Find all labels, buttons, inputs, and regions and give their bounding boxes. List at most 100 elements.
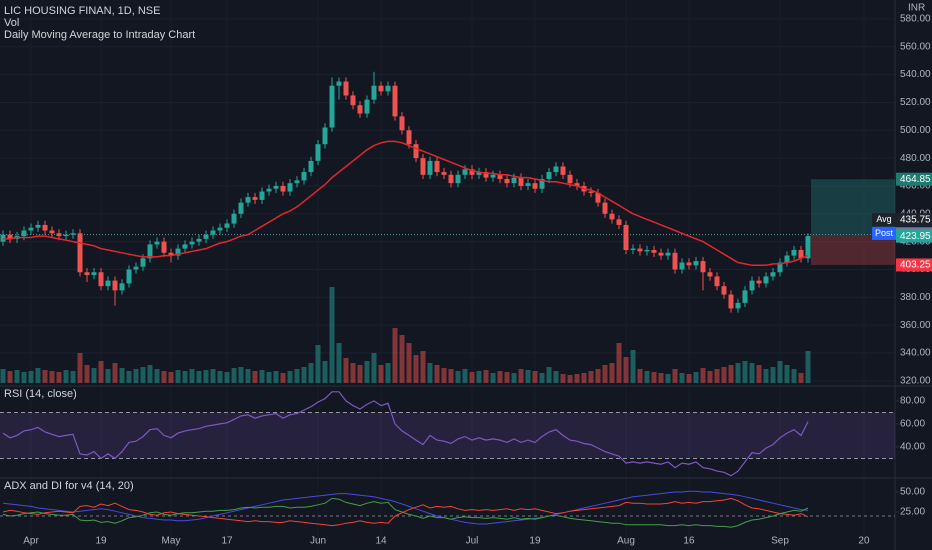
volume-bar xyxy=(413,355,419,383)
x-tick-label: 19 xyxy=(95,536,107,547)
adx-tick-label: 50.00 xyxy=(900,487,925,498)
candle-body xyxy=(742,290,748,303)
y-tick-label: 560.00 xyxy=(900,41,931,52)
candle-body xyxy=(714,276,720,287)
volume-bar xyxy=(490,373,496,383)
candle-body xyxy=(371,85,377,100)
candle-body xyxy=(721,286,727,295)
volume-bar xyxy=(735,363,741,383)
volume-bar xyxy=(700,368,706,383)
volume-bar xyxy=(161,371,167,383)
volume-bar xyxy=(497,371,503,383)
candle-body xyxy=(490,174,496,178)
candle-body xyxy=(350,95,356,106)
candle-body xyxy=(189,241,195,245)
x-tick-label: 17 xyxy=(221,536,233,547)
rsi-band xyxy=(0,412,895,459)
price-marker-bg xyxy=(896,172,932,186)
candle-body xyxy=(735,302,741,309)
volume-bar xyxy=(805,351,811,383)
candle-body xyxy=(245,197,251,203)
volume-bar xyxy=(105,369,111,383)
price-marker-label: 435.75 xyxy=(900,214,931,225)
candle-body xyxy=(287,183,293,192)
volume-bar xyxy=(511,373,517,383)
candle-body xyxy=(161,241,167,253)
volume-bar xyxy=(560,374,566,383)
price-marker-name-bg xyxy=(872,226,896,240)
y-tick-label: 520.00 xyxy=(900,97,931,108)
candle-body xyxy=(28,227,34,231)
volume-bar xyxy=(147,365,153,383)
volume-bar xyxy=(294,369,300,383)
volume-bar xyxy=(434,365,440,383)
volume-bar xyxy=(266,372,272,383)
candle-body xyxy=(476,172,482,175)
volume-bar xyxy=(329,287,335,383)
candle-body xyxy=(756,280,762,284)
candle-body xyxy=(49,230,55,234)
volume-bar xyxy=(49,371,55,383)
volume-bar xyxy=(21,372,27,383)
candle-body xyxy=(441,172,447,175)
candle-body xyxy=(119,283,125,291)
candle-body xyxy=(252,197,258,200)
adx-tick-label: 25.00 xyxy=(900,507,925,518)
indicator-label: Daily Moving Average to Intraday Chart xyxy=(4,29,195,41)
volume-bar xyxy=(455,371,461,383)
volume-bar xyxy=(357,365,363,383)
volume-bar xyxy=(280,373,286,383)
volume-bar xyxy=(399,335,405,383)
candle-body xyxy=(749,280,755,291)
volume-bar xyxy=(210,369,216,383)
x-tick-label: 16 xyxy=(683,536,695,547)
candle-body xyxy=(455,174,461,184)
rsi-tick-label: 60.00 xyxy=(900,419,925,430)
candle-body xyxy=(238,202,244,214)
volume-bar xyxy=(427,363,433,383)
loss-zone xyxy=(810,236,895,265)
candle-body xyxy=(224,223,230,228)
volume-bar xyxy=(756,365,762,383)
candle-body xyxy=(805,236,811,259)
price-marker-bg xyxy=(896,258,932,272)
candle-body xyxy=(112,280,118,291)
candle-body xyxy=(70,233,76,235)
price-marker-label: 423.95 xyxy=(900,231,931,242)
adx-line xyxy=(2,497,809,527)
volume-bar xyxy=(196,371,202,383)
candle-body xyxy=(665,252,671,256)
candle-body xyxy=(385,85,391,92)
candle-body xyxy=(182,244,188,249)
x-tick-label: 14 xyxy=(375,536,387,547)
volume-bar xyxy=(7,371,13,383)
volume-bar xyxy=(420,351,426,383)
volume-bar xyxy=(84,365,90,383)
candle-body xyxy=(196,238,202,242)
volume-bar xyxy=(784,365,790,383)
candle-body xyxy=(301,172,307,181)
candle-body xyxy=(658,252,664,256)
candle-body xyxy=(357,105,363,114)
candle-body xyxy=(273,185,279,189)
candle-body xyxy=(175,248,181,256)
volume-bar xyxy=(217,371,223,383)
candle-body xyxy=(21,230,27,237)
candle-body xyxy=(798,249,804,259)
volume-bar xyxy=(63,370,69,383)
volume-bar xyxy=(791,369,797,383)
candle-body xyxy=(168,252,174,256)
volume-bar xyxy=(581,373,587,383)
volume-bar xyxy=(798,373,804,383)
volume-bar xyxy=(518,369,524,383)
volume-bar xyxy=(189,369,195,383)
volume-bar xyxy=(651,372,657,383)
candle-body xyxy=(63,234,69,237)
price-marker-bg xyxy=(896,213,932,227)
candle-body xyxy=(105,280,111,287)
volume-bar xyxy=(378,365,384,383)
x-tick-label: 19 xyxy=(529,536,541,547)
candle-body xyxy=(91,272,97,276)
candle-body xyxy=(525,183,531,186)
volume-bar xyxy=(28,371,34,383)
